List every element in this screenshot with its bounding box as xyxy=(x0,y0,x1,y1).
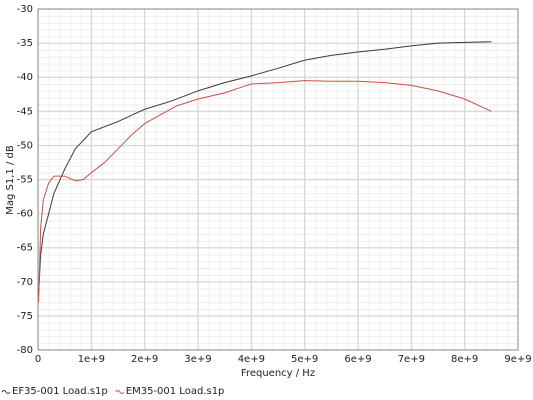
legend-symbol xyxy=(1,390,11,394)
y-tick-label: -70 xyxy=(17,277,33,288)
y-tick-label: -45 xyxy=(17,106,33,117)
x-tick-label: 5e+9 xyxy=(291,354,318,365)
y-tick-label: -35 xyxy=(17,38,33,49)
legend-symbol xyxy=(115,390,125,394)
y-tick-label: -30 xyxy=(17,4,33,15)
x-tick-label: 4e+9 xyxy=(238,354,265,365)
legend-label: EM35-001 Load.s1p xyxy=(126,386,225,397)
x-tick-label: 8e+9 xyxy=(451,354,478,365)
legend-label: EF35-001 Load.s1p xyxy=(12,386,108,397)
y-tick-label: -75 xyxy=(17,311,33,322)
y-tick-label: -55 xyxy=(17,175,33,186)
x-tick-label: 1e+9 xyxy=(78,354,105,365)
y-tick-label: -65 xyxy=(17,243,33,254)
y-tick-label: -50 xyxy=(17,140,33,151)
plot-frame xyxy=(37,8,519,351)
y-tick-label: -80 xyxy=(17,345,33,356)
y-tick-label: -60 xyxy=(17,209,33,220)
series-line xyxy=(38,80,492,303)
x-tick-label: 7e+9 xyxy=(398,354,425,365)
x-tick-label: 9e+9 xyxy=(504,354,531,365)
x-tick-label: 6e+9 xyxy=(344,354,371,365)
series-line xyxy=(38,41,492,296)
x-axis-label: Frequency / Hz xyxy=(241,368,315,379)
x-tick-label: 3e+9 xyxy=(184,354,211,365)
x-tick-label: 0 xyxy=(35,354,41,365)
y-axis-label: Mag S1,1 / dB xyxy=(5,145,16,215)
y-tick-label: -40 xyxy=(17,72,33,83)
x-tick-label: 2e+9 xyxy=(131,354,158,365)
